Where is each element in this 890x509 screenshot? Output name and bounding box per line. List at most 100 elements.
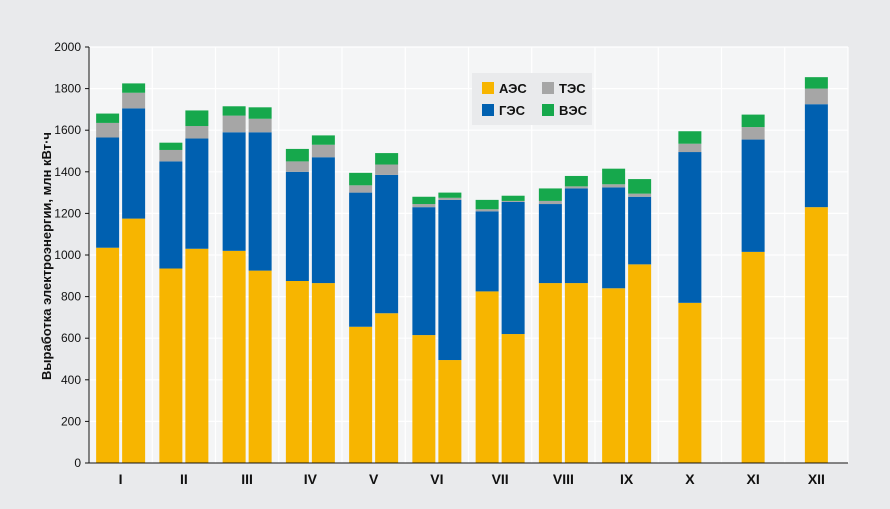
bar-segment [602,168,626,185]
bar-segment [538,283,562,463]
bar-segment [222,250,246,463]
bar-segment [501,334,525,463]
bar-segment [564,283,588,463]
x-tick-label: X [685,471,695,487]
bar-segment [349,172,373,186]
bar-segment [185,126,209,139]
y-tick-label: 1400 [54,165,81,179]
bar-segment [475,211,499,292]
bar-segment [741,114,765,128]
bar-segment [628,264,652,463]
y-tick-label: 2000 [54,40,81,54]
y-axis-title: Выработка электроэнергии, млн кВт·ч [39,132,54,380]
x-tick-label: V [369,471,379,487]
legend-label: АЭС [499,81,527,96]
x-tick-label: VI [430,471,443,487]
legend-swatch [542,104,554,116]
bar-segment [311,283,335,463]
bar-segment [96,113,120,123]
bar-segment [412,335,436,463]
y-tick-label: 1000 [54,248,81,262]
bar-segment [538,200,562,205]
bar-segment [438,360,462,463]
y-tick-label: 800 [61,290,81,304]
bar-segment [375,153,399,165]
bar-segment [438,192,462,198]
bar-segment [475,209,499,212]
bar-segment [248,118,272,133]
x-tick-label: IX [620,471,634,487]
bar-segment [311,135,335,145]
x-tick-label: VIII [553,471,574,487]
bar-segment [628,193,652,197]
x-tick-label: XI [747,471,760,487]
legend-swatch [542,82,554,94]
bar-segment [185,138,209,249]
y-tick-label: 1200 [54,206,81,220]
bar-segment [159,161,183,269]
bar-segment [804,104,828,208]
bar-segment [602,288,626,463]
bar-segment [804,77,828,89]
bar-segment [678,143,702,153]
bar-segment [628,196,652,265]
bar-segment [349,185,373,193]
bar-segment [564,175,588,187]
y-tick-label: 600 [61,331,81,345]
bar-segment [564,188,588,284]
x-tick-label: IV [304,471,318,487]
x-tick-labels: I II III IV V VI VII VIII IX X XI XII [119,471,825,487]
bar-segment [602,184,626,188]
bar-segment [628,179,652,194]
bar-segment [678,302,702,463]
bar-segment [311,157,335,284]
bar-segment [285,171,309,281]
bar-segment [804,88,828,105]
y-tick-labels: 0 200 400 600 800 1000 1200 1400 1600 1800 2000 [54,40,81,470]
bar-segment [248,132,272,271]
bar-segment [248,107,272,119]
gridlines [88,46,849,464]
bar-segment [475,291,499,463]
bar-segment [122,108,146,219]
bar-segment [349,326,373,463]
bar-segment [285,281,309,463]
legend-swatch [482,82,494,94]
bar-segment [741,127,765,140]
bar-segment [159,268,183,463]
bar-segment [501,201,525,335]
bar-segment [501,195,525,201]
x-tick-label: III [241,471,253,487]
bar-segment [741,139,765,252]
legend: АЭС ТЭС ГЭС ВЭС [472,73,592,125]
x-tick-label: II [180,471,188,487]
legend-swatch [482,104,494,116]
bar-segment [412,204,436,208]
bar-segment [311,144,335,158]
y-tick-label: 1600 [54,123,81,137]
y-tick-label: 400 [61,373,81,387]
bar-segment [678,152,702,303]
axes [85,46,848,464]
x-tick-label: I [119,471,123,487]
bar-segment [122,92,146,109]
bar-segment [222,106,246,116]
bar-segment [185,248,209,463]
x-tick-label: VII [492,471,509,487]
bar-segment [248,270,272,463]
bar-segment [285,161,309,172]
bar-segment [564,186,588,189]
bar-segment [438,199,462,361]
bar-segment [602,187,626,289]
x-tick-label: XII [808,471,825,487]
legend-label: ГЭС [499,103,526,118]
bar-segment [96,247,120,463]
bar-segment [285,148,309,162]
bar-segment [412,196,436,205]
bar-segment [375,313,399,463]
bar-segment [741,251,765,463]
bar-segment [678,131,702,144]
bar-segment [538,204,562,284]
bar-segment [804,207,828,463]
